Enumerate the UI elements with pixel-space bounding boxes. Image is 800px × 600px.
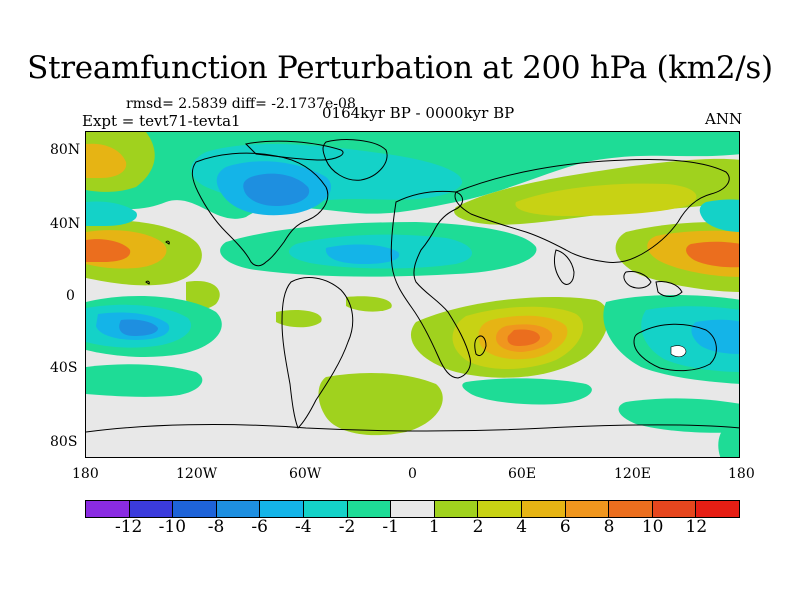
lon-label-180w: 180 [72, 466, 99, 482]
contour-na-low-core [243, 173, 310, 206]
colorbar-label: -8 [207, 517, 225, 537]
colorbar-swatch [347, 501, 392, 517]
contour-subtrop-east-core [686, 241, 739, 268]
coastlines [86, 139, 739, 433]
lon-label-60w: 60W [289, 466, 322, 482]
colorbar-label: 4 [516, 517, 528, 537]
colorbar-label: 2 [472, 517, 484, 537]
contour-sh-pac-low [691, 319, 739, 354]
contour-nw-cyan [86, 201, 137, 226]
stats-text: rmsd= 2.5839 diff= -2.1737e-08 [126, 96, 356, 112]
contour-subtrop-west-core [86, 239, 131, 262]
colorbar-swatch [652, 501, 697, 517]
colorbar-label: -10 [158, 517, 187, 537]
contour-sh-west-low-core [119, 319, 158, 336]
colorbar-swatch [216, 501, 261, 517]
contour-eq-green-2 [276, 310, 322, 328]
colorbar [85, 500, 740, 518]
lat-label-40s: 40S [50, 360, 78, 376]
plot-title: Streamfunction Perturbation at 200 hPa (… [27, 50, 773, 86]
lat-label-eq: 0 [66, 288, 75, 304]
colorbar-swatch [609, 501, 653, 517]
colorbar-swatch [565, 501, 610, 517]
colorbar-swatch [86, 501, 130, 517]
contour-nw-orange [86, 143, 127, 178]
lat-label-40n: 40N [50, 216, 81, 232]
colorbar-label: -6 [251, 517, 268, 537]
lon-label-0: 0 [408, 466, 417, 482]
contour-atl-low-core [325, 244, 400, 264]
contour-eq-green-3 [346, 296, 392, 312]
contour-ne-cyan [699, 199, 739, 232]
contour-south-bottom [86, 420, 279, 457]
season-label: ANN [705, 110, 743, 128]
lat-label-80s: 80S [50, 434, 78, 450]
experiment-label: Expt = tevt71-tevta1 [82, 112, 241, 130]
contour-sh-south-yellow-2 [618, 398, 739, 433]
period-label: 0164kyr BP - 0000kyr BP [322, 104, 515, 122]
colorbar-label: -2 [338, 517, 356, 537]
colorbar-swatch [173, 501, 217, 517]
colorbar-swatch [391, 501, 435, 517]
contour-se-green [718, 424, 739, 457]
lon-label-60e: 60E [508, 466, 537, 482]
colorbar-swatch [303, 501, 348, 517]
lon-label-120e: 120E [614, 466, 651, 482]
colorbar-label: 6 [559, 517, 571, 537]
colorbar-label: -4 [295, 517, 312, 537]
colorbar-label: -1 [382, 517, 399, 537]
contour-eq-green-1 [186, 281, 220, 309]
contour-eurasia-olive [515, 183, 697, 216]
lon-label-120w: 120W [176, 466, 218, 482]
contour-sh-mid-green [86, 364, 203, 397]
contour-sh-mid-green-2 [462, 378, 592, 405]
lat-label-80n: 80N [50, 142, 81, 158]
colorbar-swatch [129, 501, 174, 517]
contour-sh-south-yellow [318, 372, 443, 436]
colorbar-label: 8 [603, 517, 615, 537]
colorbar-swatch [434, 501, 479, 517]
contour-map [86, 132, 739, 457]
colorbar-label: 12 [685, 517, 708, 537]
colorbar-label: 10 [641, 517, 664, 537]
colorbar-label: -12 [114, 517, 143, 537]
colorbar-swatch [478, 501, 522, 517]
aus-white-hole [670, 345, 687, 358]
colorbar-swatch [260, 501, 304, 517]
lon-label-180e: 180 [728, 466, 755, 482]
map-panel[interactable] [85, 131, 740, 458]
colorbar-label: 1 [428, 517, 440, 537]
contour-sh-east-core [507, 329, 540, 346]
colorbar-swatch [696, 501, 739, 517]
colorbar-swatch [521, 501, 566, 517]
